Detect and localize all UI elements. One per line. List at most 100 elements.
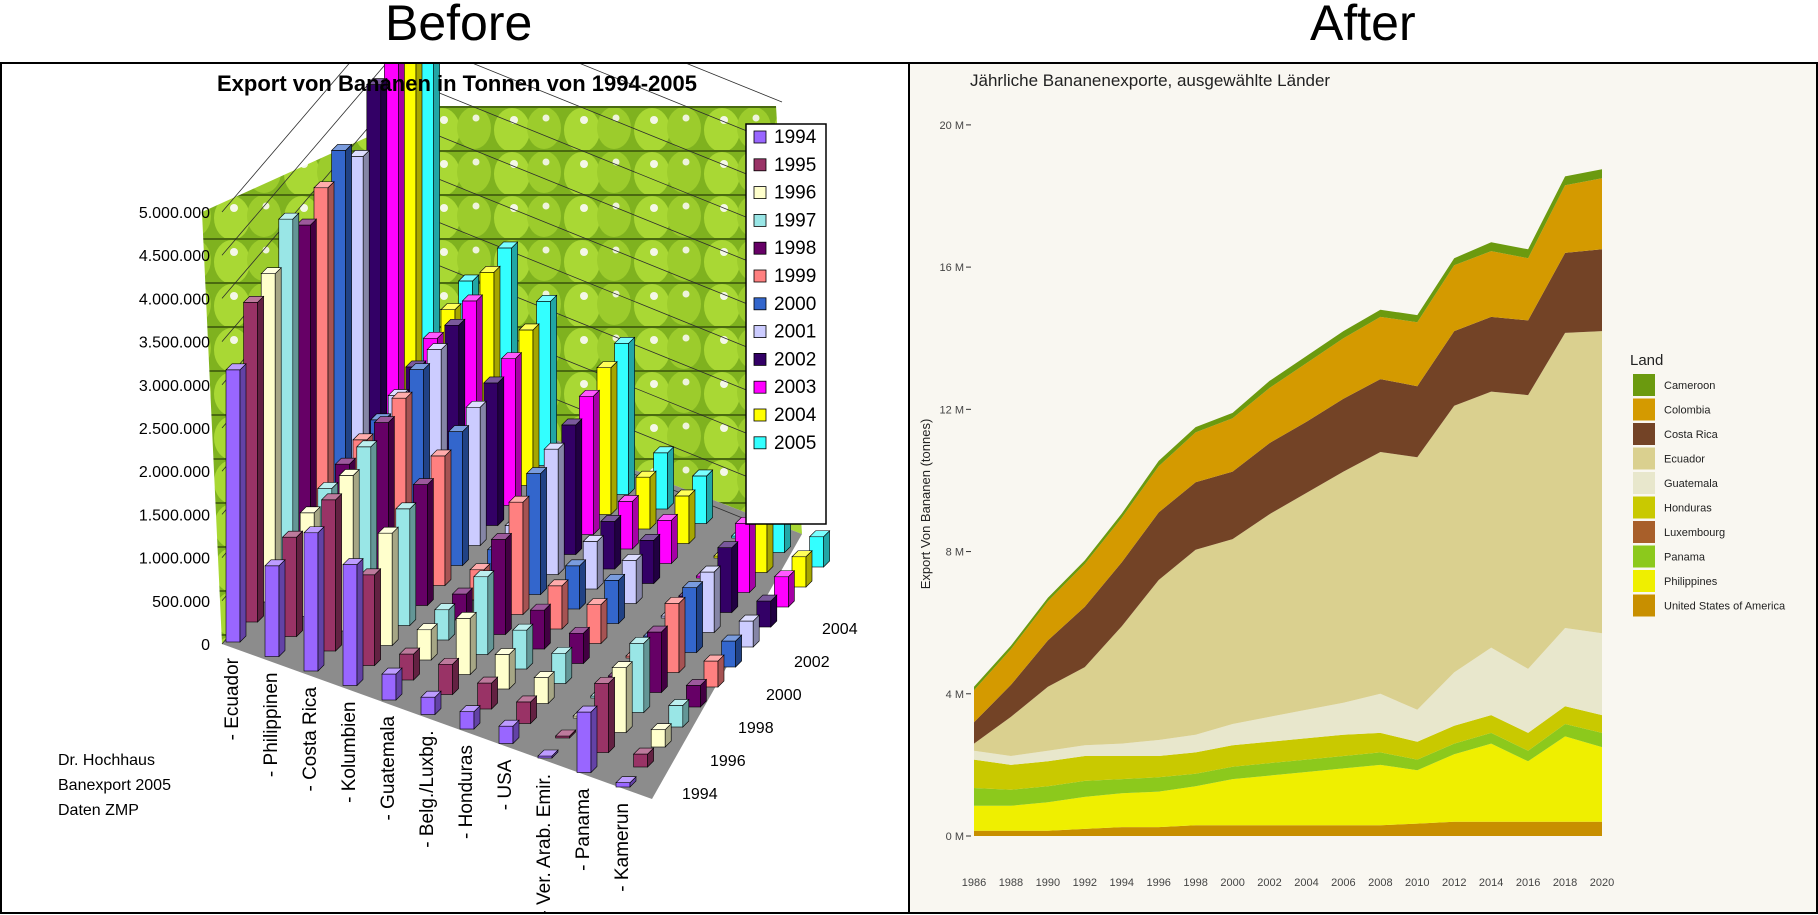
after-stacked-area-chart: Jährliche Bananenexporte, ausgewählte Lä… [918,71,1786,889]
category-label: - Kamerun [612,803,633,892]
legend-label: Philippines [1664,576,1718,588]
bar [498,719,520,745]
bar [734,516,757,594]
legend-swatch [753,186,767,199]
area-united-states-of-america [974,821,1602,836]
bar [578,389,601,536]
credit-line-1: Dr. Hochhaus [58,752,155,769]
depth-tick-label: 1998 [738,720,774,737]
y-axis-label: Export Von Bananen (tonnes) [918,419,933,590]
legend-label: Colombia [1664,405,1711,417]
category-label: - Honduras [456,745,477,839]
bar [547,579,569,630]
legend-swatch [1633,594,1655,617]
area-panama [974,724,1602,806]
y-tick-label: 4.000.000 [139,291,210,308]
bar [720,634,743,668]
x-tick-label: 1992 [1073,877,1097,889]
area-costa-rica [974,249,1602,744]
bar [398,647,421,681]
bar [483,376,505,527]
legend-swatch [753,130,767,144]
area-philippines [974,736,1602,831]
legend-label: 1995 [774,155,816,176]
chart-title: Jährliche Bananenexporte, ausgewählte Lä… [970,71,1330,90]
x-tick-label: 2008 [1368,877,1392,889]
legend-label: 2001 [774,322,816,343]
x-tick-label: 2014 [1479,877,1503,889]
bar [613,336,636,496]
bar [359,568,382,667]
legend-label: Ecuador [1664,454,1705,466]
legend-swatch [753,352,767,366]
y-tick-label: 20 M [940,120,964,132]
gridline [435,91,783,232]
legend-label: United States of America [1664,601,1786,613]
gridline [687,64,783,103]
category-label: - Costa Rica [300,687,321,792]
legend-label: 2003 [774,377,816,398]
bar [652,446,675,510]
legend-swatch [1633,521,1655,543]
area-honduras [974,706,1602,790]
x-tick-label: 2012 [1442,877,1466,889]
category-label: - Kolumbien [339,702,360,803]
legend-swatch [753,297,767,311]
bar [554,729,577,739]
bar [281,530,304,638]
bar [685,678,708,708]
after-panel: Jährliche Bananenexporte, ausgewählte Lä… [908,62,1818,914]
bar [756,594,778,628]
gridline [435,134,783,276]
bar [473,570,495,656]
bar [717,540,739,614]
y-tick-label: 1.000.000 [139,551,210,568]
bar [681,580,704,654]
credit-line-3: Daten ZMP [58,802,139,819]
bar [518,323,540,487]
category-label: - Guatemala [378,716,399,821]
bar [674,489,696,545]
bar [632,747,655,768]
bar [476,676,499,710]
bar [664,596,686,674]
bar [576,705,598,774]
y-tick-label: 1.500.000 [139,507,210,524]
x-tick-label: 1990 [1036,877,1060,889]
legend-swatch [753,408,767,422]
bar [303,526,325,672]
legend-swatch [1633,447,1655,470]
legend-label: Costa Rica [1664,429,1719,441]
bar [668,698,690,728]
legend-label: 1999 [774,266,816,287]
bar [455,611,477,676]
legend-swatch [1633,545,1655,568]
bar [313,181,335,543]
x-tick-label: 1986 [962,877,986,889]
category-label: - USA [495,759,516,810]
legend: Cameroon Colombia Costa Rica Ecuador Guatema… [1633,374,1786,617]
bar [490,532,513,636]
legend-swatch [753,241,767,255]
x-tick-label: 2018 [1553,877,1577,889]
y-tick-label: 3.000.000 [139,378,210,395]
depth-tick-label: 2000 [766,687,802,704]
bar [646,625,669,694]
bar [395,502,417,627]
bar [512,623,534,670]
bar [525,466,548,596]
legend-swatch [753,380,767,394]
area-colombia [974,178,1602,723]
bar [430,449,452,587]
x-tick-label: 2000 [1220,877,1244,889]
bar [537,749,559,759]
y-tick-label: 8 M [946,547,964,559]
bar [773,570,796,608]
bar [416,623,438,661]
y-tick-label: 2.000.000 [139,464,210,481]
bar [615,775,637,788]
bar [366,77,388,483]
area-guatemala [974,628,1602,765]
legend-label: 1994 [774,127,817,148]
category-label: - Belg./Luxbg. [417,731,438,848]
